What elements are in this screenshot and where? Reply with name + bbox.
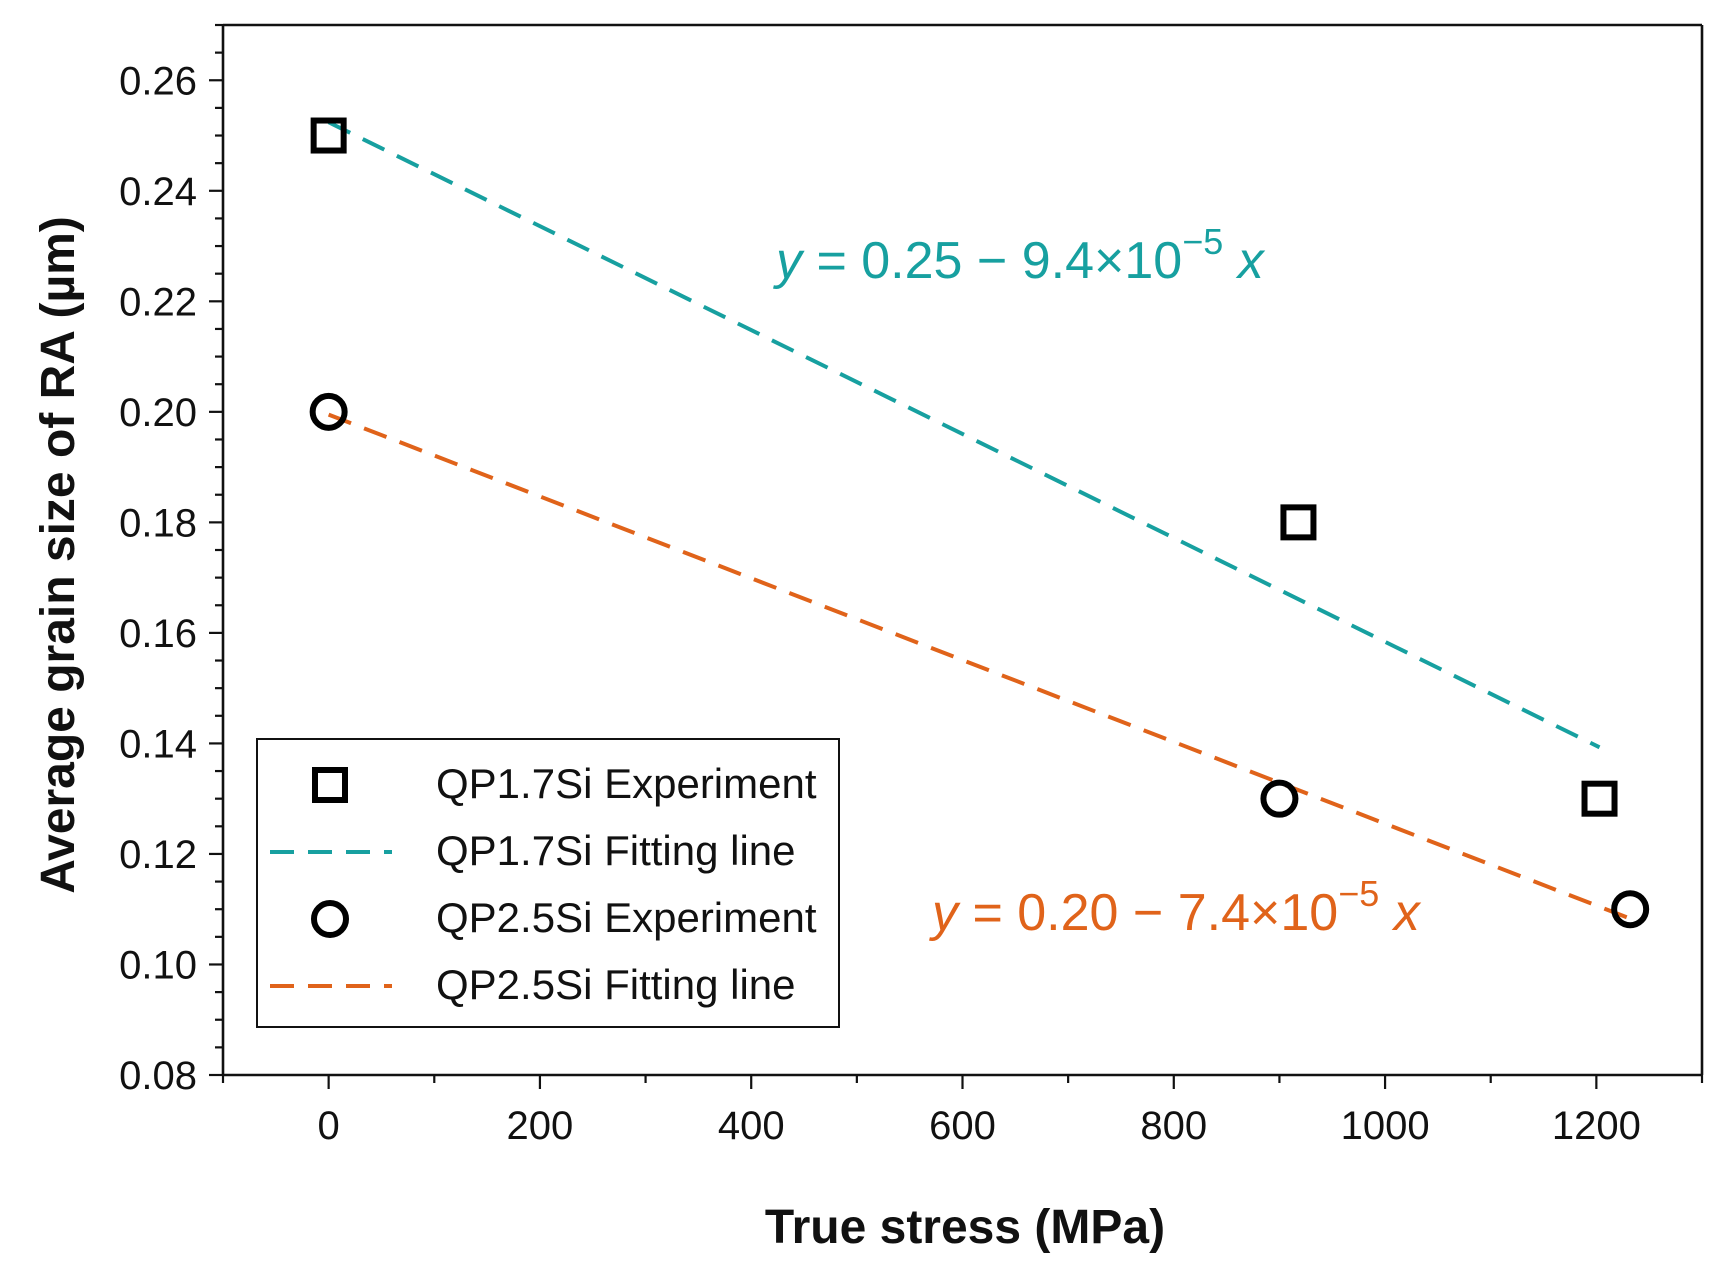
axes: 0 200 400 600 800 1000 1200 0.08 0.10 0.12 0.14 0.1… — [119, 23, 1704, 1148]
x-tick-label: 1000 — [1341, 1104, 1430, 1148]
legend-label-qp25si-experiment: QP2.5Si Experiment — [436, 894, 817, 941]
legend-frame — [256, 738, 840, 1028]
x-tick-label: 0 — [318, 1104, 340, 1148]
equation-qp25si: y = 0.20 − 7.4×10−5 x — [929, 873, 1422, 942]
x-tick-label: 800 — [1140, 1104, 1207, 1148]
data-point-circle — [309, 392, 348, 431]
x-tick-label: 400 — [718, 1104, 785, 1148]
data-point-circle — [1611, 890, 1650, 929]
x-tick-label: 600 — [929, 1104, 996, 1148]
y-tick-label: 0.20 — [119, 391, 197, 435]
y-tick-label: 0.14 — [119, 722, 197, 766]
data-point-square — [1581, 780, 1618, 817]
fitting-line — [327, 120, 1601, 750]
plot-area — [309, 117, 1650, 929]
legend: QP1.7Si Experiment QP1.7Si Fitting line … — [256, 738, 840, 1028]
fitting-line — [327, 412, 1631, 921]
x-tick-label: 1200 — [1552, 1104, 1641, 1148]
y-tick-label: 0.24 — [119, 170, 197, 214]
x-tick-label: 200 — [507, 1104, 574, 1148]
y-tick-label: 0.18 — [119, 501, 197, 545]
y-tick-label: 0.26 — [119, 59, 197, 103]
y-tick-label: 0.08 — [119, 1054, 197, 1098]
legend-key-circle-marker — [311, 900, 349, 938]
data-point-square — [310, 117, 347, 154]
y-tick-label: 0.22 — [119, 280, 197, 324]
equation-qp17si: y = 0.25 − 9.4×10−5 x — [773, 221, 1266, 290]
y-tick-label: 0.10 — [119, 943, 197, 987]
legend-key-square-marker — [312, 767, 348, 803]
y-axis-title: Average grain size of RA (µm) — [32, 216, 85, 894]
legend-label-qp25si-fitting-line: QP2.5Si Fitting line — [436, 961, 796, 1008]
data-point-circle — [1260, 779, 1299, 818]
legend-label-qp17si-fitting-line: QP1.7Si Fitting line — [436, 827, 796, 874]
data-point-square — [1280, 504, 1317, 541]
legend-label-qp17si-experiment: QP1.7Si Experiment — [436, 760, 817, 807]
x-axis-title: True stress (MPa) — [765, 1201, 1165, 1254]
y-tick-label: 0.12 — [119, 833, 197, 877]
y-tick-label: 0.16 — [119, 612, 197, 656]
